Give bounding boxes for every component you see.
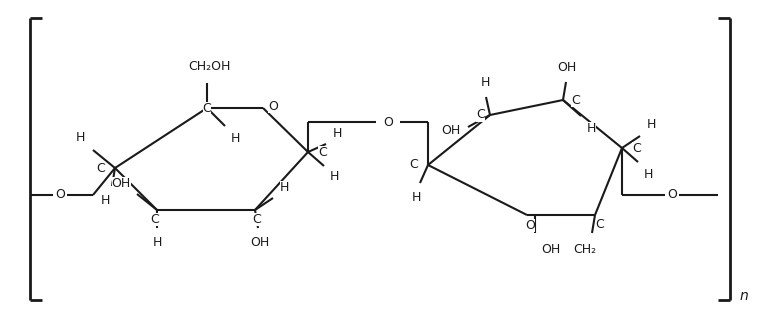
Text: H: H xyxy=(153,236,162,249)
Text: H: H xyxy=(333,127,342,140)
Text: C: C xyxy=(203,101,211,115)
Text: H: H xyxy=(101,194,110,207)
Text: H: H xyxy=(647,118,656,131)
Text: H: H xyxy=(480,76,490,89)
Text: n: n xyxy=(739,289,749,303)
Text: H: H xyxy=(280,181,289,194)
Text: CH₂: CH₂ xyxy=(574,243,597,256)
Text: O: O xyxy=(525,219,535,232)
Text: H: H xyxy=(587,122,597,135)
Text: O: O xyxy=(268,100,278,112)
Text: C: C xyxy=(571,93,580,107)
Text: OH: OH xyxy=(441,125,460,137)
Text: C: C xyxy=(476,108,485,122)
Text: C: C xyxy=(632,142,641,154)
Text: C: C xyxy=(96,161,105,175)
Text: C: C xyxy=(253,213,261,226)
Text: OH: OH xyxy=(557,61,577,74)
Text: C: C xyxy=(150,213,160,226)
Text: C: C xyxy=(409,159,418,171)
Text: C: C xyxy=(596,218,604,231)
Text: OH: OH xyxy=(251,236,270,249)
Text: C: C xyxy=(318,145,327,159)
Text: H: H xyxy=(411,191,421,204)
Text: OH: OH xyxy=(541,243,561,256)
Text: OH: OH xyxy=(112,177,131,190)
Text: H: H xyxy=(231,132,241,145)
Text: CH₂OH: CH₂OH xyxy=(188,60,231,73)
Text: H: H xyxy=(330,170,339,183)
Text: O: O xyxy=(55,188,65,202)
Text: O: O xyxy=(383,116,393,128)
Text: H: H xyxy=(644,168,653,181)
Text: H: H xyxy=(76,131,85,144)
Text: O: O xyxy=(667,188,677,202)
